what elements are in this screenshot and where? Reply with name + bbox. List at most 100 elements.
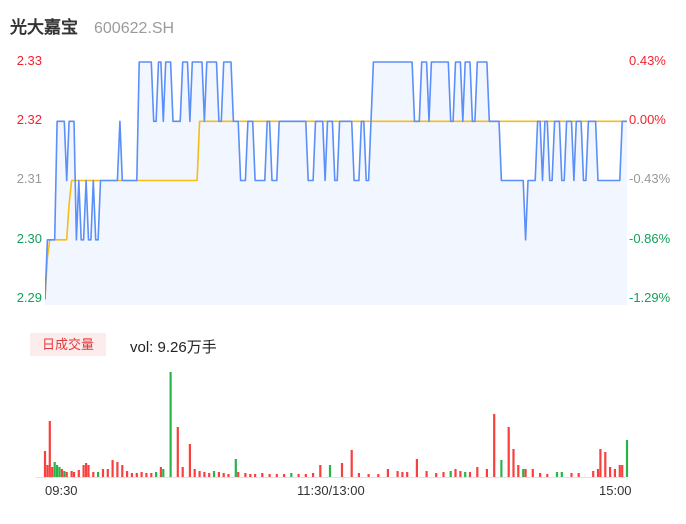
volume-bar [312,473,315,477]
volume-bar [268,474,271,477]
volume-bar [43,451,47,477]
volume-bar [290,473,293,477]
volume-bar [261,473,264,477]
volume-bar [304,474,307,477]
volume-bar [522,469,525,477]
volume-bar [254,474,257,477]
volume-bar [512,449,515,477]
volume-bar [596,469,600,477]
volume-bar [435,473,438,477]
stock-code: 600622.SH [94,20,175,37]
volume-bar [442,472,445,477]
volume-bar [106,469,109,477]
volume-bar [507,427,510,477]
volume-bar [169,372,172,477]
volume-bar [155,472,158,477]
time-tick-close: 15:00 [599,483,632,498]
volume-bar [244,473,247,477]
volume-bar [48,421,51,477]
volume-bar [609,467,612,477]
volume-bar [367,474,370,477]
volume-bar [145,473,148,477]
chart-header: 光大嘉宝 600622.SH [10,13,174,38]
volume-bar [377,474,380,477]
volume-bar [135,473,138,477]
volume-bar [570,473,573,477]
volume-bar [297,474,300,477]
price-line-chart[interactable] [45,55,627,305]
volume-bar [249,474,252,477]
price-tick-2-32: 2.32 [16,112,42,127]
volume-bar [468,472,472,477]
volume-bar [150,473,153,477]
volume-bar [63,471,66,477]
avg-price-line [45,120,627,300]
volume-bar [58,467,61,477]
price-tick-2-31: 2.31 [16,171,42,186]
volume-bar [208,473,211,477]
volume-bar [111,460,114,477]
volume-bar [459,471,462,477]
volume-bar [181,467,184,477]
volume-bar [234,459,237,477]
volume-bar [203,472,206,477]
volume-bar [604,452,607,477]
volume-bar [517,465,520,477]
volume-bar [599,449,602,477]
volume-bar [328,465,332,477]
volume-bar [130,473,133,477]
volume-bar [82,465,85,477]
volume-bar [524,469,527,477]
volume-bar [53,462,56,477]
volume-bar-chart[interactable] [36,365,640,477]
volume-bar [85,463,88,477]
volume-bar [121,465,124,477]
x-axis-line [36,477,626,478]
time-tick-noon: 11:30/13:00 [297,483,365,498]
volume-bar [531,469,534,477]
volume-bar [275,474,278,477]
volume-bar [159,467,162,477]
volume-bar [176,427,179,477]
volume-bar [350,450,353,477]
volume-bar [87,465,90,477]
volume-bar [51,467,54,477]
volume-bar [56,465,59,477]
volume-bar [92,472,95,477]
volume-bar [237,472,240,477]
pct-tick-neg1: -0.43% [629,171,671,186]
volume-bar [415,459,418,477]
volume-bar [401,472,404,477]
volume-bar [546,474,549,477]
volume-bar [77,470,80,477]
pct-tick-pos: 0.43% [629,53,666,68]
volume-bar [621,465,624,477]
volume-bar [319,465,322,477]
volume-bar [555,472,559,477]
volume-bar [592,471,595,477]
volume-bar [283,474,286,477]
volume-bar [227,474,230,477]
volume-bar [340,463,344,477]
volume-bar [198,471,201,477]
volume-tab-badge[interactable]: 日成交量 [30,333,106,356]
volume-bar [116,462,119,477]
pct-tick-zero: 0.00% [629,112,666,127]
volume-bar [464,472,467,477]
volume-total-label: vol: 9.26万手 [130,339,217,356]
volume-bar [126,471,129,477]
price-tick-2-30: 2.30 [16,231,42,246]
volume-bar [406,472,409,477]
stock-name: 光大嘉宝 [10,18,78,37]
volume-bar [618,465,621,477]
volume-bar [577,473,580,477]
volume-bar [386,469,389,477]
volume-bar [97,472,100,477]
price-tick-2-33: 2.33 [16,53,42,68]
volume-bar [222,473,225,477]
volume-bar [539,473,542,477]
volume-bar [70,471,73,477]
volume-bar [193,469,196,477]
volume-bar [162,469,165,477]
volume-bar [217,472,220,477]
